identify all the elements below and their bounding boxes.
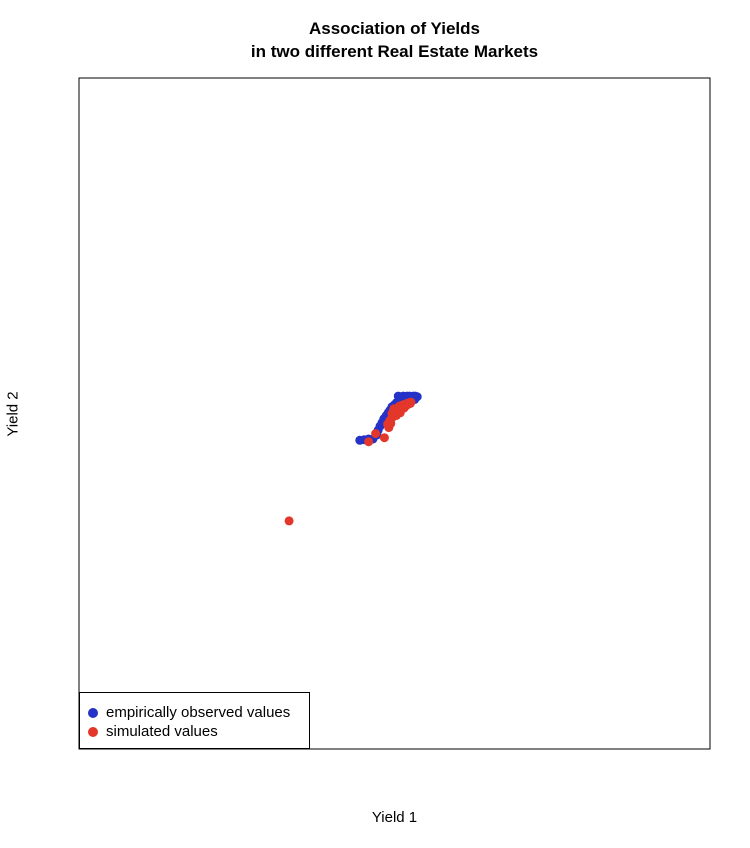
legend-item-empirical: empirically observed values: [88, 704, 290, 722]
data-point-simulated: [371, 429, 381, 439]
chart-subtitle: in two different Real Estate Markets: [250, 42, 539, 61]
data-point-simulated: [379, 433, 389, 443]
legend-marker-empirical: [88, 708, 98, 718]
series-simulated: [284, 397, 416, 526]
plot-frame: [78, 77, 711, 750]
data-point-simulated: [284, 516, 294, 526]
points-layer: [284, 391, 422, 526]
legend: empirically observed values simulated va…: [79, 692, 310, 749]
legend-item-simulated: simulated values: [88, 723, 218, 741]
legend-marker-simulated: [88, 727, 98, 737]
data-point-simulated: [364, 437, 374, 447]
data-point-simulated: [399, 403, 409, 413]
y-axis-label: Yield 2: [4, 391, 22, 437]
x-axis-label: Yield 1: [371, 809, 418, 826]
data-point-simulated: [389, 404, 399, 414]
legend-label-simulated: simulated values: [106, 723, 218, 740]
data-point-simulated: [385, 416, 394, 426]
chart-title: Association of Yields: [309, 19, 480, 38]
legend-label-empirical: empirically observed values: [106, 704, 291, 721]
data-point-simulated: [406, 397, 416, 407]
